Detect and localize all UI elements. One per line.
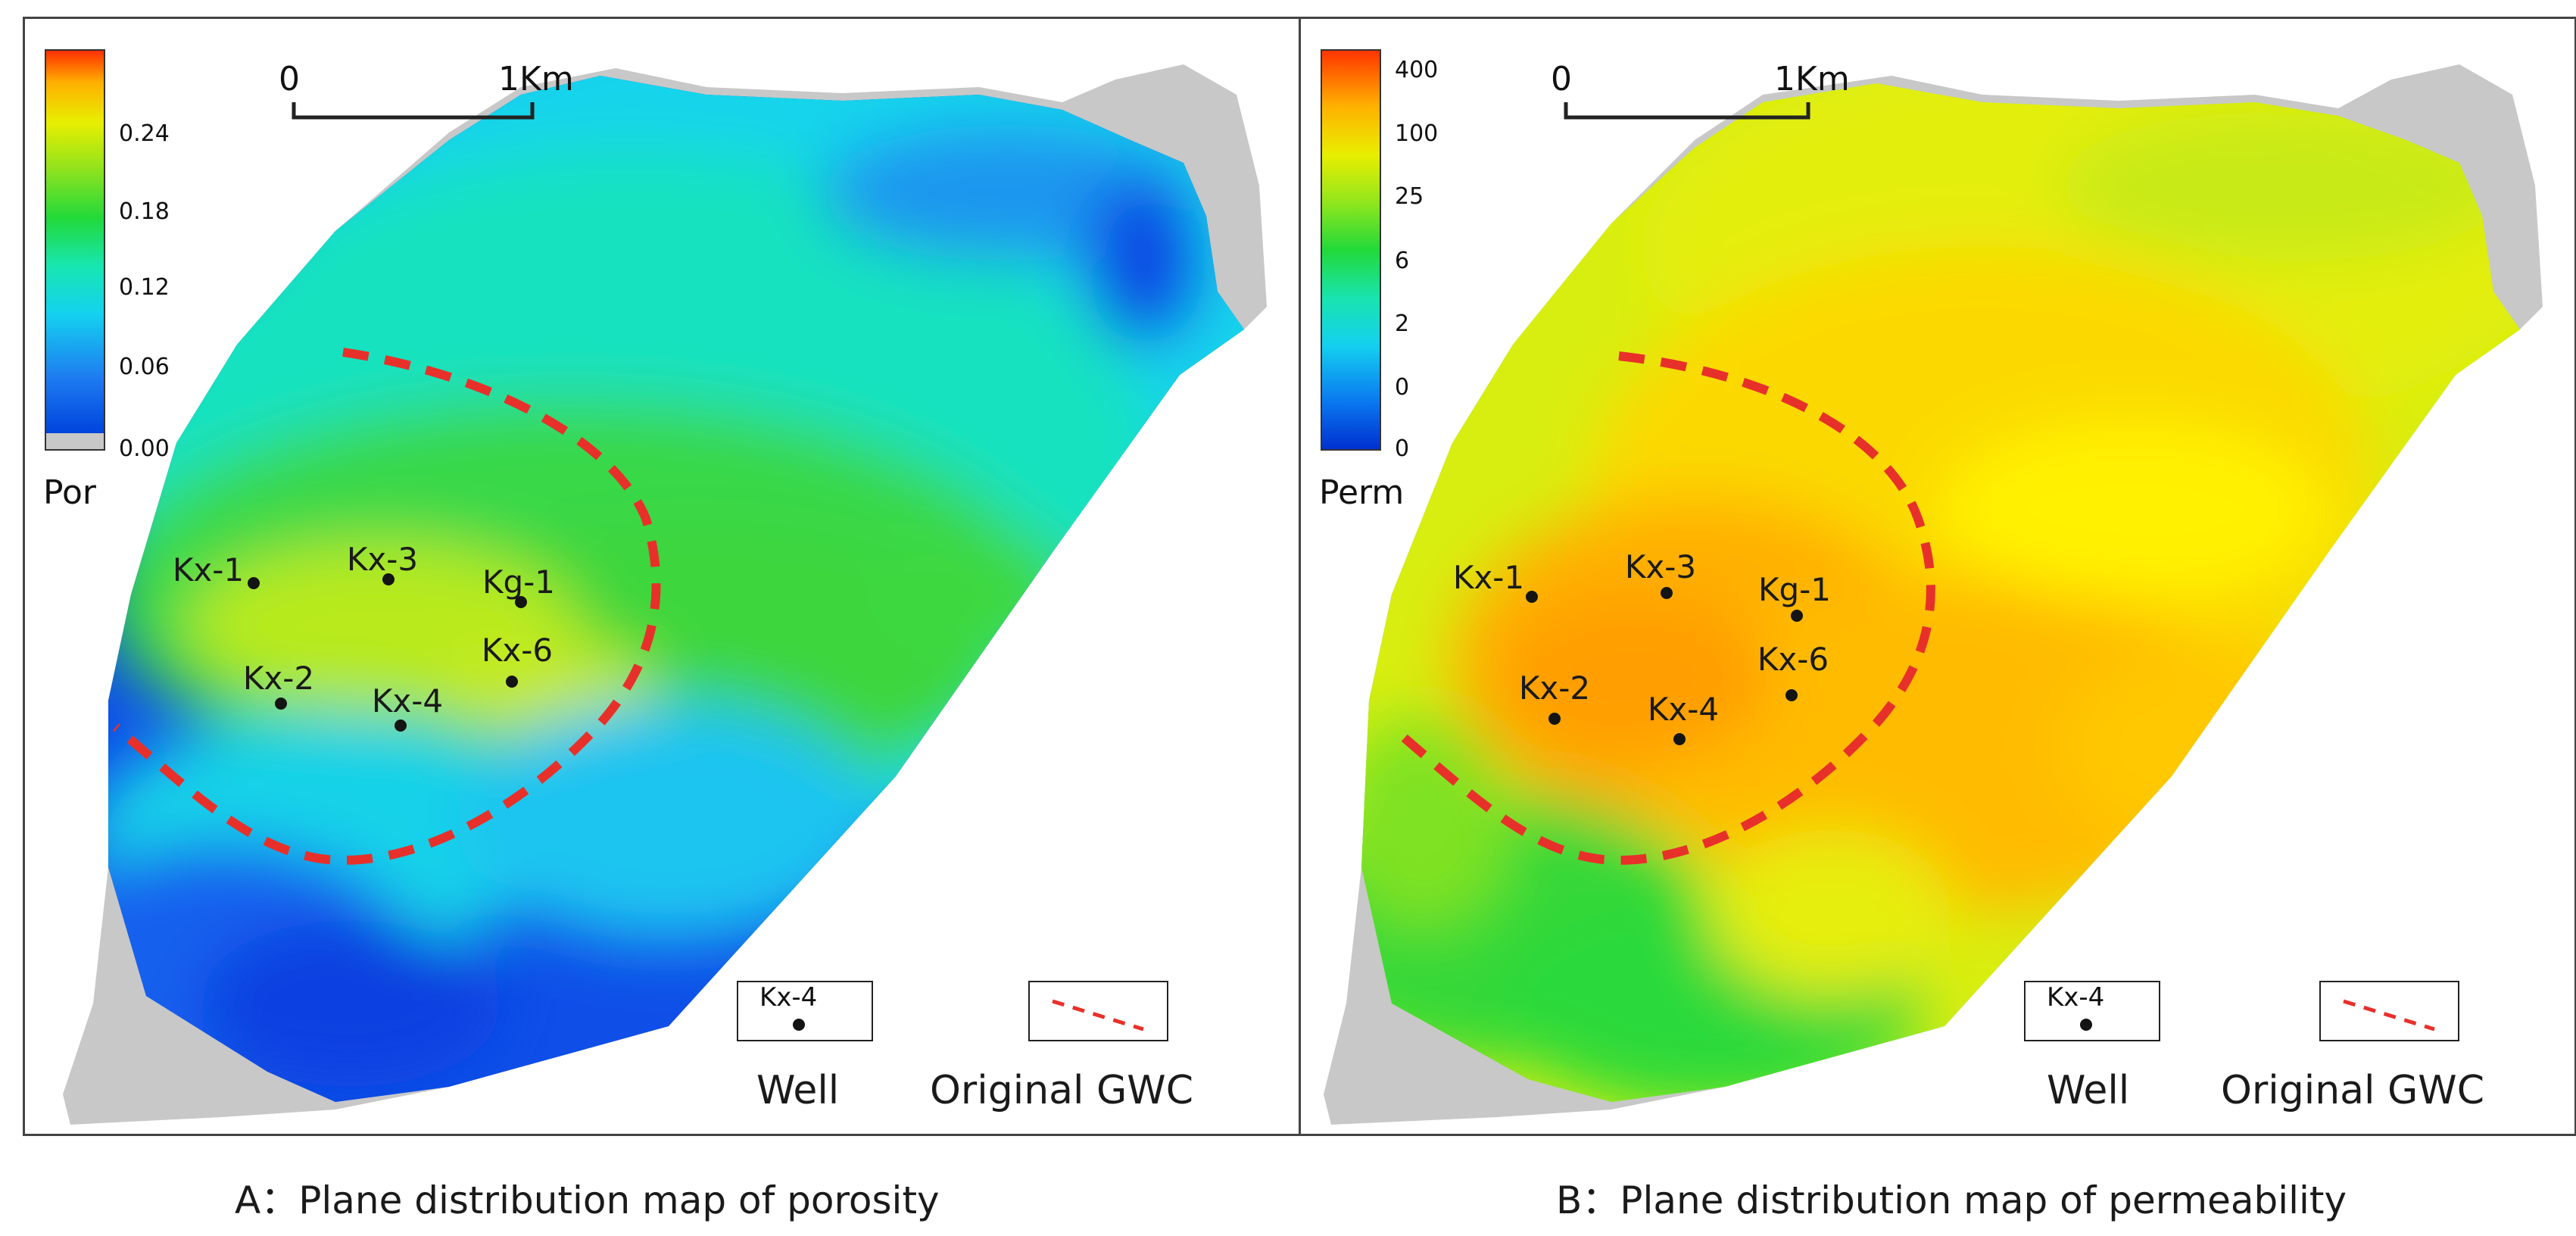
well-marker bbox=[395, 719, 407, 732]
porosity-map bbox=[63, 64, 1267, 1125]
well-label-kx1: Kx-1 bbox=[172, 551, 245, 588]
well-label-kx3: Kx-3 bbox=[1624, 548, 1697, 585]
well-label-kx4: Kx-4 bbox=[1647, 691, 1720, 728]
well-legend-box: Kx-4 bbox=[2024, 981, 2160, 1041]
colorbar-tick: 0.00 bbox=[119, 435, 170, 462]
well-marker bbox=[1785, 689, 1798, 701]
legend-well-label: Well bbox=[756, 1068, 840, 1113]
well-marker bbox=[1673, 733, 1686, 745]
well-marker bbox=[382, 573, 395, 585]
well-label-kx1: Kx-1 bbox=[1452, 559, 1525, 596]
colorbar-tick: 0.06 bbox=[119, 354, 170, 380]
scale-end-label: 1Km bbox=[1774, 60, 1850, 98]
legend-gwc-line bbox=[1052, 999, 1144, 1032]
scale-start-label: 0 bbox=[279, 60, 300, 98]
caption-permeability: B：Plane distribution map of permeability bbox=[1556, 1178, 2347, 1222]
colorbar-tick: 100 bbox=[1395, 120, 1439, 147]
colorbar-label: Por bbox=[43, 473, 96, 512]
permeability-map bbox=[1324, 64, 2543, 1125]
colorbar-tick: 0.12 bbox=[119, 274, 170, 301]
colorbar-tick: 6 bbox=[1395, 248, 1410, 274]
permeability-colorbar bbox=[1321, 49, 1381, 451]
well-marker bbox=[248, 577, 260, 589]
legend-well-marker bbox=[793, 1019, 805, 1031]
colorbar-tick: 0 bbox=[1395, 374, 1410, 401]
well-label-kx6: Kx-6 bbox=[1757, 641, 1829, 678]
well-legend-box: Kx-4 bbox=[737, 981, 873, 1041]
legend-well-marker bbox=[2080, 1019, 2092, 1031]
permeability-map-panel: 400 100 25 6 2 0 0 Perm 0 1Km Kx-1 Kx-3 … bbox=[1299, 17, 2576, 1136]
scale-bar bbox=[1564, 102, 1810, 120]
gwc-legend-box bbox=[2319, 981, 2459, 1041]
colorbar-tick: 0 bbox=[1395, 435, 1410, 462]
gwc-legend-box bbox=[1028, 981, 1168, 1041]
well-label-kx2: Kx-2 bbox=[1518, 670, 1591, 707]
colorbar-label: Perm bbox=[1319, 473, 1405, 512]
legend-sample-well: Kx-4 bbox=[759, 982, 818, 1013]
porosity-colorbar bbox=[45, 49, 105, 451]
scale-bar bbox=[292, 102, 535, 120]
well-label-kg1: Kg-1 bbox=[482, 563, 556, 601]
well-marker bbox=[506, 676, 518, 688]
legend-gwc-label: Original GWC bbox=[930, 1068, 1194, 1113]
well-marker bbox=[1791, 610, 1803, 622]
legend-sample-well: Kx-4 bbox=[2047, 982, 2105, 1013]
well-label-kg1: Kg-1 bbox=[1757, 571, 1832, 608]
scale-end-label: 1Km bbox=[498, 60, 574, 98]
colorbar-tick: 0.18 bbox=[119, 198, 170, 225]
legend-gwc-line bbox=[2343, 999, 2435, 1032]
well-label-kx3: Kx-3 bbox=[346, 541, 419, 578]
caption-porosity: A：Plane distribution map of porosity bbox=[235, 1178, 940, 1222]
colorbar-tick: 25 bbox=[1395, 183, 1424, 210]
well-label-kx2: Kx-2 bbox=[242, 660, 315, 697]
legend-gwc-label: Original GWC bbox=[2221, 1068, 2485, 1113]
legend-well-label: Well bbox=[2047, 1068, 2130, 1113]
well-label-kx6: Kx-6 bbox=[481, 632, 554, 669]
colorbar-tick: 400 bbox=[1395, 57, 1439, 83]
well-marker bbox=[1548, 713, 1561, 725]
well-marker bbox=[1661, 587, 1673, 599]
porosity-map-panel: 0.24 0.18 0.12 0.06 0.00 Por 0 1Km Kx-1 … bbox=[23, 17, 1301, 1136]
colorbar-tick: 0.24 bbox=[119, 120, 170, 147]
colorbar-tick: 2 bbox=[1395, 311, 1410, 337]
gwc-boundary-line bbox=[1389, 351, 1935, 865]
well-marker bbox=[1526, 591, 1538, 603]
well-marker bbox=[515, 596, 527, 608]
well-label-kx4: Kx-4 bbox=[371, 682, 444, 719]
well-marker bbox=[275, 698, 287, 710]
gwc-boundary-line bbox=[113, 348, 661, 865]
scale-start-label: 0 bbox=[1551, 60, 1572, 98]
